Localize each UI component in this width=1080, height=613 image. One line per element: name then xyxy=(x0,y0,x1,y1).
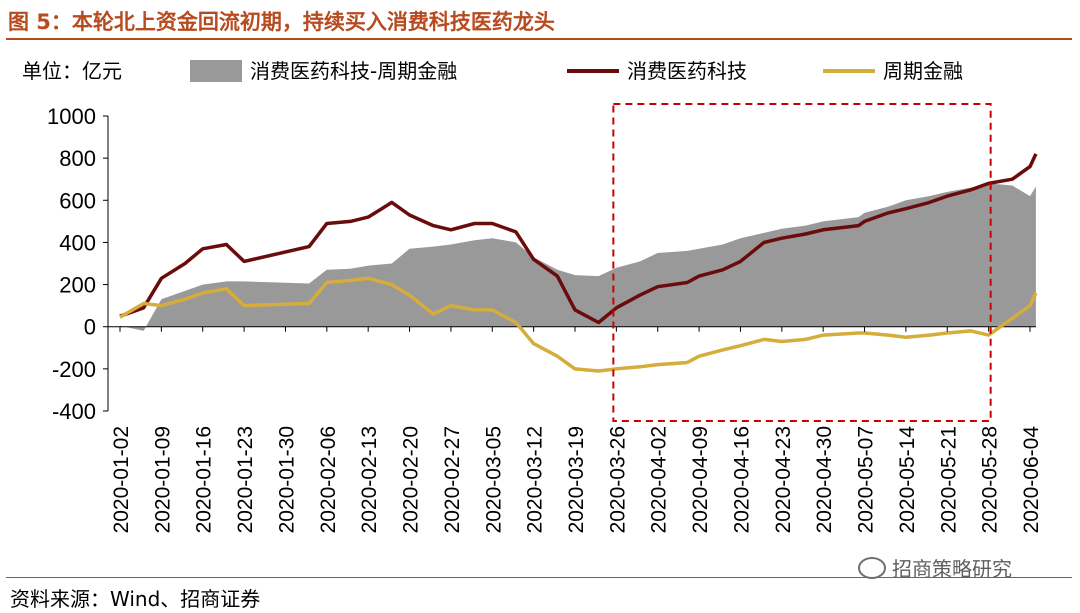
x-tick-label: 2020-05-28 xyxy=(979,426,1002,533)
x-tick-label: 2020-03-26 xyxy=(606,426,629,533)
figure-title: 图 5：本轮北上资金回流初期，持续买入消费科技医药龙头 xyxy=(8,10,555,34)
legend-swatch-area xyxy=(190,60,242,82)
x-tick-label: 2020-03-05 xyxy=(482,426,505,533)
series-line-cyclical-finance xyxy=(119,276,1038,373)
series-area-consumer-minus-cyclical xyxy=(120,183,1036,331)
legend-label-line1: 消费医药科技 xyxy=(627,59,747,83)
x-tick-label: 2020-02-20 xyxy=(400,426,423,533)
plot-area: -400 -200 0 200 400 600 800 1000 2020-01-02 2020-… xyxy=(47,103,1043,534)
x-tick-label: 2020-05-07 xyxy=(855,426,878,533)
x-tick-label: 2020-05-14 xyxy=(896,426,919,534)
legend: 消费医药科技-周期金融 消费医药科技 周期金融 xyxy=(190,59,963,83)
x-tick-label: 2020-03-12 xyxy=(524,426,547,533)
y-tick-label: 800 xyxy=(59,146,96,171)
x-tick-label: 2020-06-04 xyxy=(1020,426,1043,534)
y-tick-label: 1000 xyxy=(47,104,96,129)
legend-label-line2: 周期金融 xyxy=(883,59,963,83)
x-tick-label: 2020-01-23 xyxy=(234,426,257,533)
x-tick-label: 2020-03-19 xyxy=(565,426,588,533)
x-tick-label: 2020-02-13 xyxy=(358,426,381,533)
source-divider xyxy=(6,577,1072,578)
x-tick-label: 2020-01-16 xyxy=(193,426,216,533)
source-note: 资料来源：Wind、招商证券 xyxy=(10,587,261,611)
y-tick-label: 0 xyxy=(84,315,96,340)
x-tick-label: 2020-01-02 xyxy=(110,426,133,533)
title-divider xyxy=(6,38,1072,40)
x-tick-label: 2020-02-27 xyxy=(441,426,464,533)
y-tick-label: 600 xyxy=(59,188,96,213)
x-tick-label: 2020-04-16 xyxy=(731,426,754,533)
legend-label-area: 消费医药科技-周期金融 xyxy=(250,59,457,83)
y-tick-label: -400 xyxy=(52,399,96,424)
x-tick-label: 2020-01-09 xyxy=(151,426,174,533)
x-tick-label: 2020-04-09 xyxy=(689,426,712,533)
chart: 单位：亿元 消费医药科技-周期金融 消费医药科技 周期金融 -400 -200 0 200… xyxy=(22,59,1043,534)
y-tick-label: -200 xyxy=(52,357,96,382)
x-tick-label: 2020-04-23 xyxy=(772,426,795,533)
x-tick-label: 2020-04-30 xyxy=(813,426,836,533)
highlight-box xyxy=(612,103,992,422)
y-tick-label: 400 xyxy=(59,230,96,255)
unit-label: 单位：亿元 xyxy=(22,59,122,83)
x-tick-label: 2020-05-21 xyxy=(937,426,960,533)
y-tick-label: 200 xyxy=(59,273,96,298)
series-line-consumer-tech xyxy=(119,153,1038,325)
wechat-icon xyxy=(858,557,886,579)
x-tick-label: 2020-02-06 xyxy=(317,426,340,533)
x-tick-label: 2020-01-30 xyxy=(276,426,299,533)
x-tick-label: 2020-04-02 xyxy=(648,426,671,533)
